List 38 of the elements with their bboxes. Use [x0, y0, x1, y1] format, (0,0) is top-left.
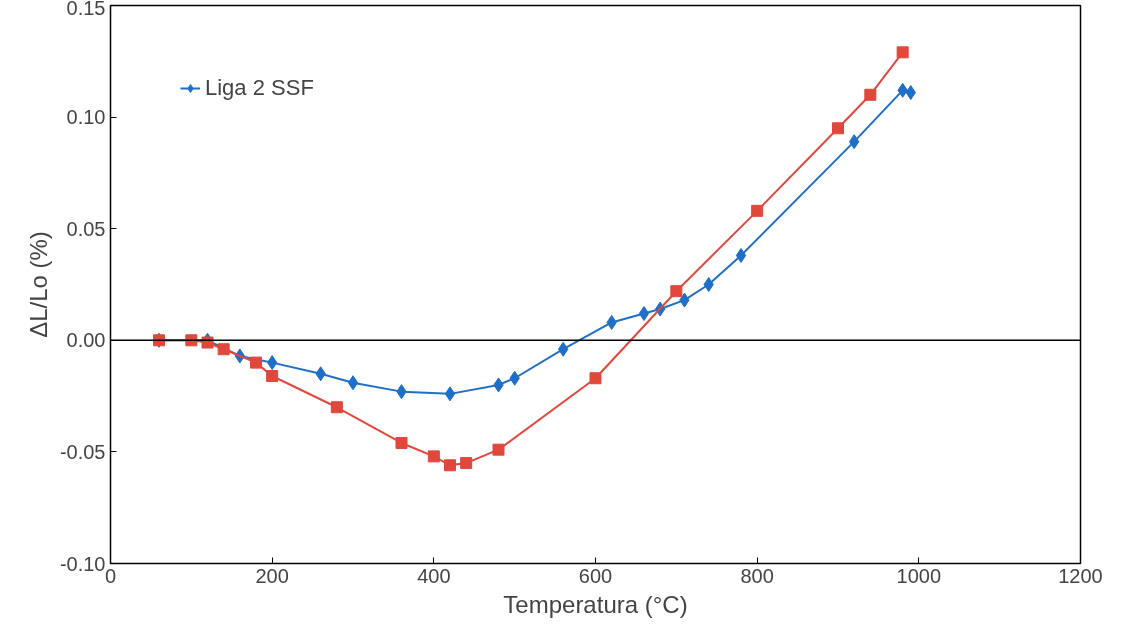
x-tick-label: 1000	[896, 564, 942, 587]
point	[670, 285, 683, 298]
x-tick-label: 800	[740, 564, 774, 587]
point	[460, 457, 473, 470]
point	[703, 277, 714, 292]
point	[201, 336, 214, 349]
x-tick-label: 600	[578, 564, 613, 587]
point	[751, 204, 764, 217]
point	[266, 370, 279, 383]
legend-label: Liga 2 SSF	[205, 75, 314, 101]
point	[638, 306, 650, 322]
y-tick-label: -0.10	[59, 552, 106, 575]
y-tick-label: 0.15	[66, 0, 106, 19]
point	[330, 401, 343, 414]
point	[250, 356, 262, 369]
point	[444, 386, 456, 402]
x-tick-label: 200	[255, 564, 289, 587]
x-tick-label: 1200	[1058, 564, 1103, 587]
y-tick-label: -0.05	[59, 440, 106, 463]
point	[427, 450, 440, 463]
point	[347, 375, 359, 391]
point	[217, 343, 230, 356]
x-tick-label: 0	[104, 564, 117, 587]
point	[444, 459, 456, 472]
point	[492, 443, 505, 456]
point	[832, 122, 844, 135]
point	[735, 247, 747, 263]
x-axis-title: Temperatura (°C)	[503, 590, 688, 618]
y-tick-label: 0.00	[66, 329, 106, 352]
y-axis-title: ΔL/Lo (%)	[24, 231, 52, 338]
y-tick-label: 0.05	[66, 217, 106, 240]
point	[589, 372, 602, 385]
point	[864, 88, 877, 101]
x-tick-label: 400	[417, 564, 451, 587]
y-tick-label: 0.10	[66, 106, 106, 129]
point	[185, 334, 198, 347]
point	[896, 46, 909, 59]
point	[395, 436, 408, 449]
